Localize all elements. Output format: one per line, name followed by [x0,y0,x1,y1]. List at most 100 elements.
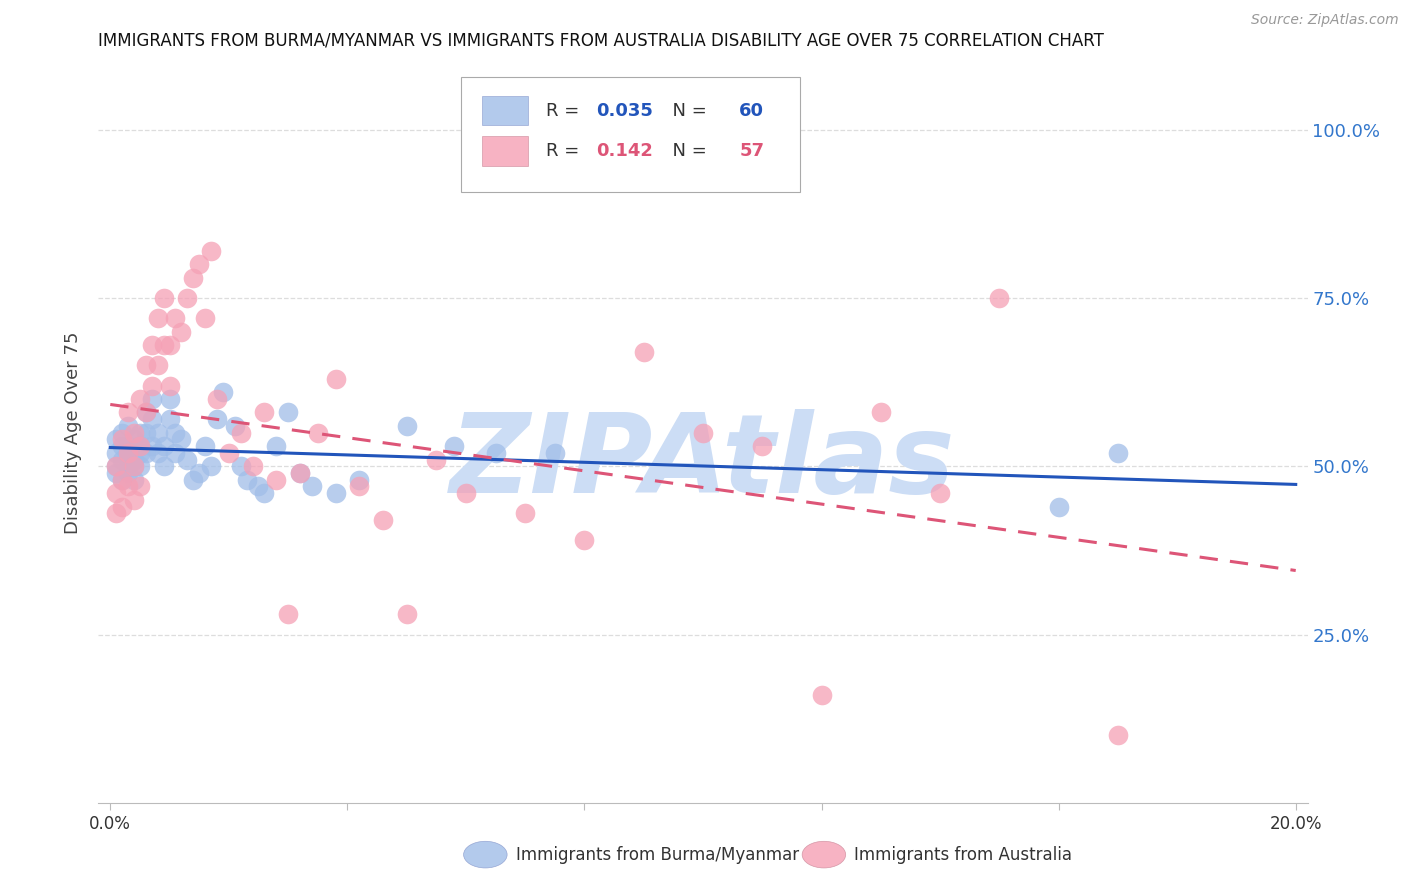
Point [692,425,714,440]
Point [141,338,163,352]
Point [188,466,211,480]
Point [1107,729,1129,743]
Point [371,513,394,527]
Point [146,311,169,326]
FancyBboxPatch shape [482,136,527,166]
Point [544,446,567,460]
Point [117,479,139,493]
Text: ZIPAtlas: ZIPAtlas [450,409,956,516]
Point [152,459,174,474]
Text: R =: R = [546,143,591,161]
Point [165,311,187,326]
Point [395,607,418,622]
Point [395,418,418,433]
Point [152,439,174,453]
Point [443,439,465,453]
Point [122,459,145,474]
Point [135,405,157,419]
Point [117,418,139,433]
Point [135,359,157,373]
Point [325,486,347,500]
Point [146,359,169,373]
Point [194,311,217,326]
Point [454,486,477,500]
Text: 0.035: 0.035 [596,102,654,120]
Point [111,433,134,447]
Point [159,378,181,392]
Point [111,425,134,440]
Point [122,452,145,467]
Y-axis label: Disability Age Over 75: Disability Age Over 75 [65,331,83,534]
Point [135,446,157,460]
Text: 57: 57 [740,143,765,161]
Point [129,459,152,474]
Text: N =: N = [661,102,713,120]
Point [347,479,370,493]
Point [122,473,145,487]
Text: IMMIGRANTS FROM BURMA/MYANMAR VS IMMIGRANTS FROM AUSTRALIA DISABILITY AGE OVER 7: IMMIGRANTS FROM BURMA/MYANMAR VS IMMIGRA… [98,31,1104,49]
Point [929,486,952,500]
Point [218,446,240,460]
Point [152,291,174,305]
Point [229,459,252,474]
Point [122,425,145,440]
Point [117,466,139,480]
Point [129,392,152,406]
Point [117,446,139,460]
Point [105,507,128,521]
Point [165,446,187,460]
Point [181,270,204,285]
Point [200,459,222,474]
Point [176,291,198,305]
Point [146,446,169,460]
Point [1107,446,1129,460]
Point [751,439,773,453]
Point [301,479,323,493]
Point [515,507,537,521]
Point [194,439,217,453]
Point [111,473,134,487]
Point [165,425,187,440]
Point [117,459,139,474]
Point [253,486,276,500]
Point [111,500,134,514]
Point [307,425,329,440]
Point [277,405,299,419]
Point [122,433,145,447]
Text: Immigrants from Burma/Myanmar: Immigrants from Burma/Myanmar [516,846,799,863]
Point [869,405,891,419]
Point [224,418,246,433]
Point [212,385,235,400]
Point [988,291,1011,305]
Point [181,473,204,487]
Point [141,378,163,392]
Point [146,425,169,440]
Point [135,425,157,440]
Point [129,446,152,460]
Point [235,473,257,487]
Point [129,479,152,493]
Point [111,473,134,487]
Point [574,533,596,548]
Point [325,372,347,386]
Circle shape [464,841,508,868]
Point [105,486,128,500]
Point [264,473,287,487]
FancyBboxPatch shape [482,95,527,126]
Point [105,466,128,480]
Point [810,688,832,702]
Point [152,338,174,352]
Text: R =: R = [546,102,585,120]
Point [170,325,193,339]
Point [129,439,152,453]
Point [264,439,287,453]
Point [135,405,157,419]
Point [105,446,128,460]
Point [188,257,211,271]
Point [633,344,655,359]
Point [111,452,134,467]
Point [122,492,145,507]
Point [242,459,264,474]
Point [117,439,139,453]
Point [288,466,311,480]
